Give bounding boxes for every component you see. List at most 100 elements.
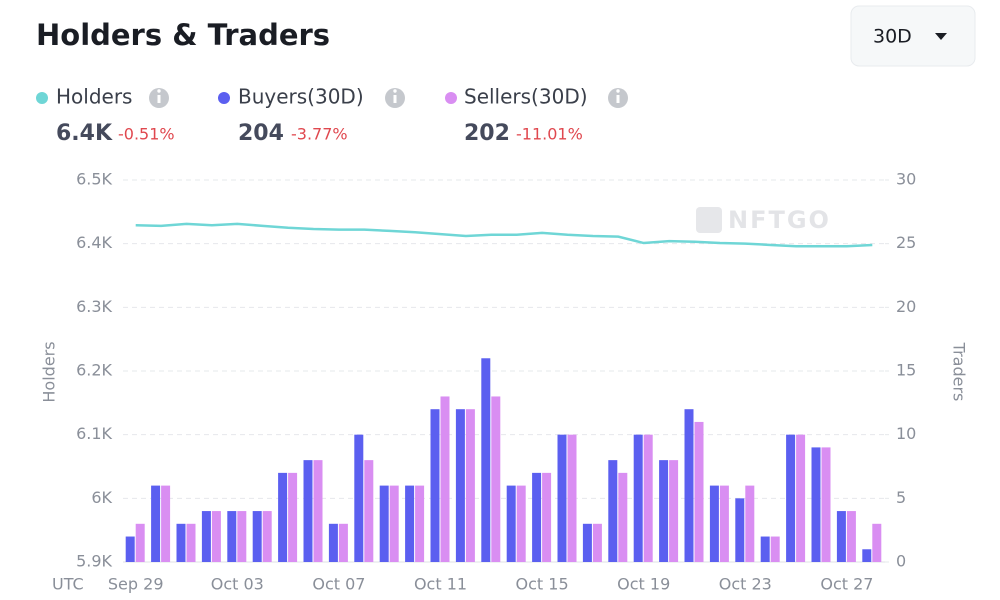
bar bbox=[516, 485, 526, 562]
dropdown-label[interactable]: 30D bbox=[873, 26, 912, 48]
x-tick-label: Oct 07 bbox=[312, 575, 365, 594]
y2-tick-label: 25 bbox=[896, 233, 916, 252]
bar bbox=[542, 472, 552, 562]
bar bbox=[288, 472, 298, 562]
bar bbox=[338, 523, 348, 562]
bar bbox=[415, 485, 425, 562]
y-axis-label: Holders bbox=[40, 341, 59, 402]
bar bbox=[389, 485, 399, 562]
y-tick-label: 6.1K bbox=[76, 424, 112, 443]
bar bbox=[405, 485, 415, 562]
bar bbox=[608, 460, 618, 562]
bar bbox=[786, 434, 796, 562]
bar bbox=[201, 511, 211, 562]
watermark-text: NFTGO bbox=[728, 206, 831, 234]
bar bbox=[557, 434, 567, 562]
bar bbox=[770, 536, 780, 562]
x-tick-label: Oct 23 bbox=[719, 575, 772, 594]
bar bbox=[313, 460, 323, 562]
bar bbox=[440, 396, 450, 562]
bar bbox=[846, 511, 856, 562]
x-axis-label: UTC bbox=[52, 575, 84, 594]
bar bbox=[262, 511, 272, 562]
x-tick-label: Oct 15 bbox=[516, 575, 569, 594]
y-tick-label: 6.4K bbox=[76, 233, 112, 252]
bar bbox=[821, 447, 831, 562]
bar bbox=[491, 396, 501, 562]
bar bbox=[354, 434, 364, 562]
y2-axis-label: Traders bbox=[950, 342, 969, 402]
info-icon-bar bbox=[616, 95, 620, 103]
info-icon-dot bbox=[393, 89, 397, 93]
bar bbox=[481, 358, 491, 562]
y2-tick-label: 20 bbox=[896, 297, 916, 316]
bar bbox=[176, 523, 186, 562]
legend-label: Sellers(30D) bbox=[464, 85, 588, 109]
bar bbox=[151, 485, 161, 562]
info-icon-bar bbox=[393, 95, 397, 103]
y2-tick-label: 0 bbox=[896, 552, 906, 571]
info-icon-dot bbox=[616, 89, 620, 93]
y2-tick-label: 15 bbox=[896, 361, 916, 380]
bar bbox=[125, 536, 135, 562]
bar bbox=[633, 434, 643, 562]
bar bbox=[532, 472, 542, 562]
bar bbox=[161, 485, 171, 562]
legend-marker bbox=[36, 92, 48, 104]
legend-marker bbox=[218, 92, 230, 104]
bar bbox=[567, 434, 577, 562]
bar bbox=[836, 511, 846, 562]
bar bbox=[694, 421, 704, 562]
bar bbox=[278, 472, 288, 562]
bar bbox=[618, 472, 628, 562]
bar bbox=[669, 460, 679, 562]
bar bbox=[872, 523, 882, 562]
y-tick-label: 6.5K bbox=[76, 170, 112, 189]
info-icon-bar bbox=[157, 95, 161, 103]
bar bbox=[735, 498, 745, 562]
bar bbox=[582, 523, 592, 562]
chart-title: Holders & Traders bbox=[36, 18, 330, 52]
legend-marker bbox=[445, 92, 457, 104]
x-tick-label: Oct 03 bbox=[211, 575, 264, 594]
y-tick-label: 6.2K bbox=[76, 361, 112, 380]
y-tick-label: 5.9K bbox=[76, 552, 112, 571]
bar bbox=[745, 485, 755, 562]
bar bbox=[709, 485, 719, 562]
bar bbox=[379, 485, 389, 562]
x-tick-label: Oct 27 bbox=[820, 575, 873, 594]
bar bbox=[796, 434, 806, 562]
legend-label: Holders bbox=[56, 85, 132, 109]
bar bbox=[303, 460, 313, 562]
x-tick-label: Sep 29 bbox=[108, 575, 164, 594]
bar bbox=[862, 549, 872, 562]
legend-value: 204 bbox=[238, 121, 284, 146]
bar bbox=[465, 409, 475, 562]
dropdown-arrow[interactable] bbox=[935, 33, 947, 40]
legend-change: -3.77% bbox=[291, 125, 348, 144]
range-dropdown[interactable]: 30D bbox=[850, 5, 976, 67]
legend-value: 202 bbox=[464, 121, 510, 146]
info-icon-dot bbox=[157, 89, 161, 93]
legend-label: Buyers(30D) bbox=[238, 85, 364, 109]
bar bbox=[811, 447, 821, 562]
bar bbox=[506, 485, 516, 562]
holders-line bbox=[135, 222, 873, 248]
y-tick-label: 6K bbox=[91, 488, 112, 507]
y-tick-label: 6.3K bbox=[76, 297, 112, 316]
y2-tick-label: 30 bbox=[896, 170, 916, 189]
legend-change: -11.01% bbox=[516, 125, 583, 144]
bar bbox=[186, 523, 196, 562]
bar bbox=[430, 409, 440, 562]
bar bbox=[719, 485, 729, 562]
bar bbox=[211, 511, 221, 562]
bar bbox=[364, 460, 374, 562]
bar bbox=[643, 434, 653, 562]
y2-tick-label: 5 bbox=[896, 488, 906, 507]
legend-change: -0.51% bbox=[118, 125, 175, 144]
x-tick-label: Oct 19 bbox=[617, 575, 670, 594]
y2-tick-label: 10 bbox=[896, 424, 916, 443]
dropdown-box[interactable] bbox=[850, 5, 976, 67]
bar bbox=[455, 409, 465, 562]
bar bbox=[760, 536, 770, 562]
